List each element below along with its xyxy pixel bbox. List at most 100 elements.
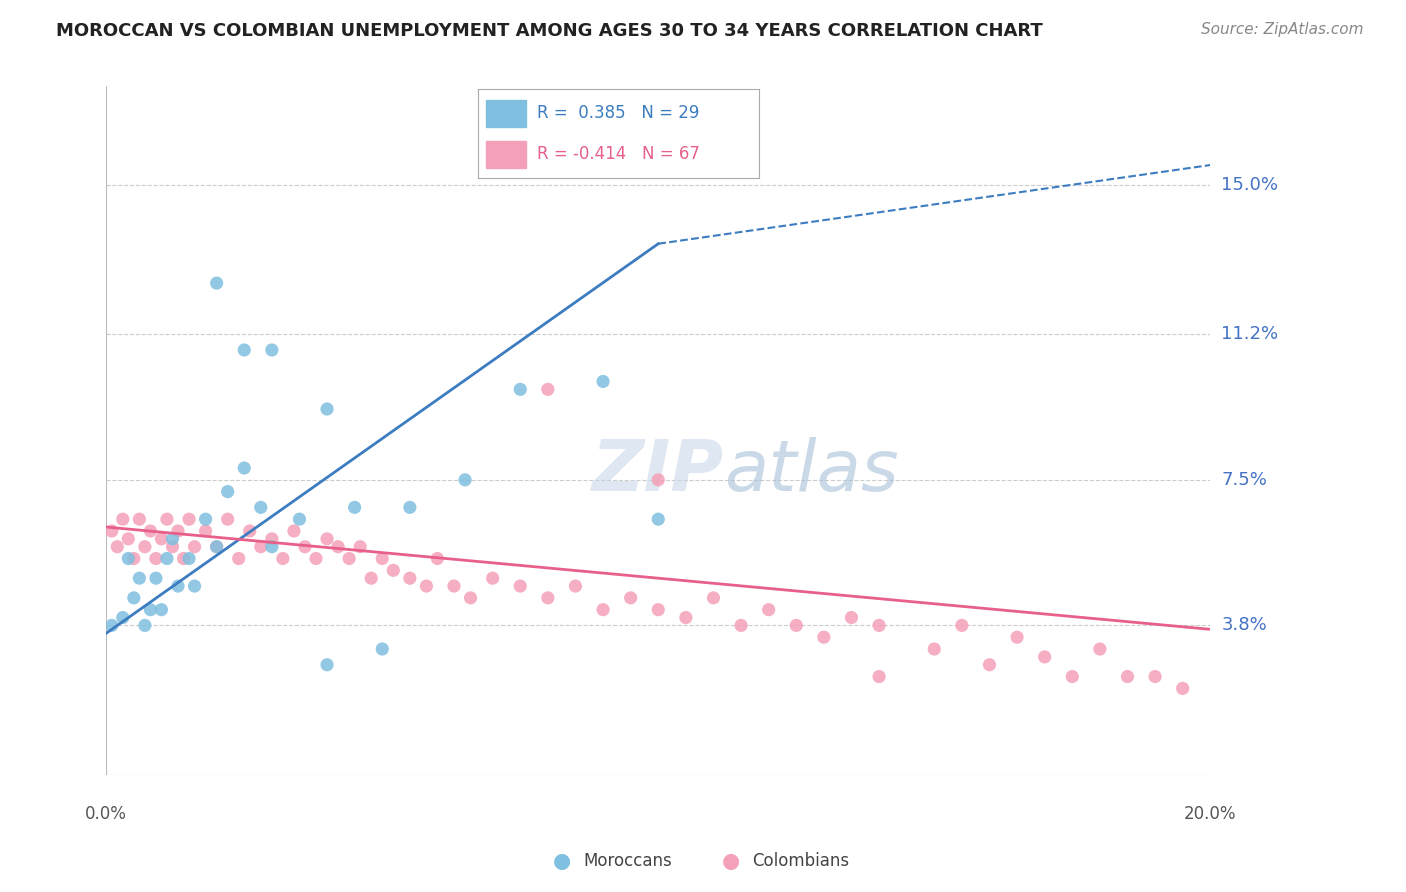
Point [100, 618, 122, 632]
Text: Moroccans: Moroccans [583, 852, 672, 870]
Point [249, 540, 271, 554]
Point [509, 382, 531, 396]
Point [177, 512, 200, 526]
Point [1033, 649, 1056, 664]
Point [841, 610, 863, 624]
Text: Source: ZipAtlas.com: Source: ZipAtlas.com [1201, 22, 1364, 37]
Point [509, 579, 531, 593]
Bar [486, 100, 526, 127]
Text: 7.5%: 7.5% [1222, 471, 1267, 489]
Point [233, 461, 256, 475]
Point [260, 532, 283, 546]
Point [117, 551, 139, 566]
Point [128, 512, 150, 526]
Point [283, 524, 305, 538]
Point [228, 551, 250, 566]
Point [758, 602, 780, 616]
Point [183, 540, 205, 554]
Point [128, 571, 150, 585]
Point [460, 591, 482, 605]
Point [415, 579, 437, 593]
Point [145, 571, 167, 585]
Text: 0.0%: 0.0% [86, 805, 127, 823]
Point [371, 551, 394, 566]
Text: 3.8%: 3.8% [1222, 616, 1267, 634]
Point [922, 642, 945, 657]
Point [205, 276, 228, 290]
Text: ZIP: ZIP [592, 437, 724, 507]
Point [239, 524, 262, 538]
Point [139, 524, 162, 538]
Point [217, 484, 239, 499]
Point [1005, 630, 1028, 644]
Text: R =  0.385   N = 29: R = 0.385 N = 29 [537, 104, 699, 122]
Point [288, 512, 311, 526]
Text: ●: ● [554, 851, 571, 871]
Point [194, 524, 217, 538]
Point [150, 602, 173, 616]
Point [205, 540, 228, 554]
Point [382, 563, 405, 577]
Point [100, 524, 122, 538]
Point [326, 540, 349, 554]
Point [1116, 669, 1139, 683]
Point [194, 512, 217, 526]
Point [316, 402, 339, 417]
Point [217, 512, 239, 526]
Point [249, 500, 271, 515]
Point [162, 532, 184, 546]
Point [134, 618, 156, 632]
Point [122, 591, 145, 605]
Point [537, 591, 560, 605]
Point [675, 610, 697, 624]
Point [173, 551, 195, 566]
Point [979, 657, 1001, 672]
Point [167, 579, 190, 593]
Point [294, 540, 316, 554]
Text: 11.2%: 11.2% [1222, 326, 1278, 343]
Bar [486, 141, 526, 168]
Point [1144, 669, 1167, 683]
Point [139, 602, 162, 616]
Point [150, 532, 173, 546]
Text: 20.0%: 20.0% [1184, 805, 1236, 823]
Point [145, 551, 167, 566]
Point [111, 512, 134, 526]
Point [647, 602, 669, 616]
Point [399, 500, 422, 515]
Point [443, 579, 465, 593]
Text: R = -0.414   N = 67: R = -0.414 N = 67 [537, 145, 700, 163]
Point [162, 540, 184, 554]
Point [1088, 642, 1111, 657]
Point [1171, 681, 1194, 696]
Point [337, 551, 360, 566]
Text: atlas: atlas [724, 437, 898, 507]
Point [454, 473, 477, 487]
Point [647, 512, 669, 526]
Point [360, 571, 382, 585]
Point [1062, 669, 1084, 683]
Point [233, 343, 256, 357]
Point [111, 610, 134, 624]
Point [620, 591, 643, 605]
Point [205, 540, 228, 554]
Point [316, 657, 339, 672]
Point [481, 571, 503, 585]
Point [349, 540, 371, 554]
Point [156, 551, 179, 566]
Point [564, 579, 586, 593]
Text: MOROCCAN VS COLOMBIAN UNEMPLOYMENT AMONG AGES 30 TO 34 YEARS CORRELATION CHART: MOROCCAN VS COLOMBIAN UNEMPLOYMENT AMONG… [56, 22, 1043, 40]
Point [647, 473, 669, 487]
Point [702, 591, 724, 605]
Point [316, 532, 339, 546]
Point [426, 551, 449, 566]
Point [785, 618, 807, 632]
Point [950, 618, 973, 632]
Point [730, 618, 752, 632]
Text: Colombians: Colombians [752, 852, 849, 870]
Point [868, 618, 890, 632]
Point [592, 375, 614, 389]
Point [305, 551, 328, 566]
Point [260, 343, 283, 357]
Point [156, 512, 179, 526]
